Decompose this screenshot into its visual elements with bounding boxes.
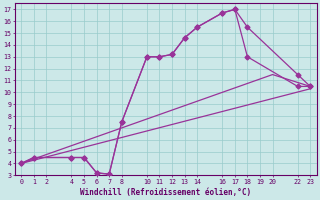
X-axis label: Windchill (Refroidissement éolien,°C): Windchill (Refroidissement éolien,°C) xyxy=(80,188,251,197)
